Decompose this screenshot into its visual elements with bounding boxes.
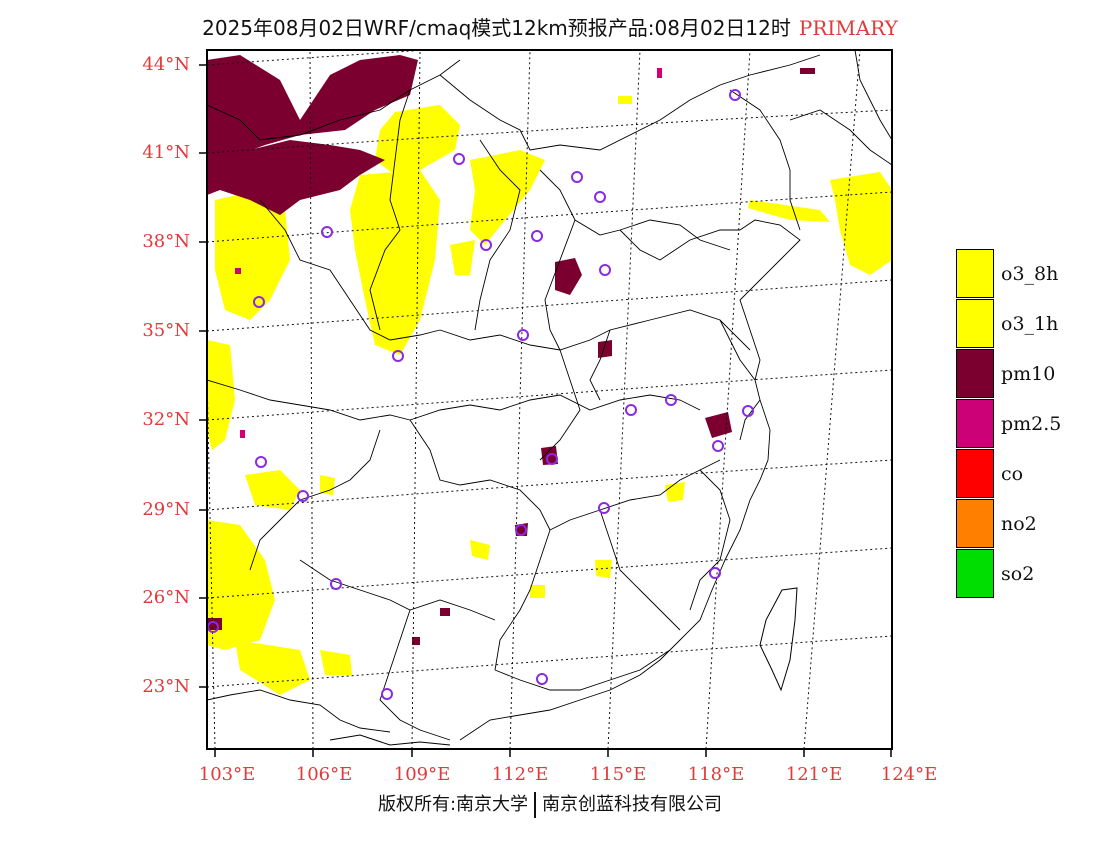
lat-label-38: 38°N bbox=[142, 231, 190, 252]
lon-label-112: 112°E bbox=[491, 764, 549, 785]
footer-separator bbox=[534, 792, 537, 818]
map-frame bbox=[206, 49, 893, 750]
pm10-areas bbox=[207, 55, 815, 645]
title-primary-tag: PRIMARY bbox=[798, 16, 898, 40]
lon-label-115: 115°E bbox=[589, 764, 647, 785]
legend-label: no2 bbox=[1001, 513, 1037, 535]
taiwan-outline bbox=[759, 587, 798, 692]
legend-swatch bbox=[956, 349, 994, 398]
lon-label-103: 103°E bbox=[198, 764, 256, 785]
lat-label-41: 41°N bbox=[142, 142, 190, 163]
lat-label-23: 23°N bbox=[142, 676, 190, 697]
station-markers bbox=[207, 89, 754, 700]
copyright-right: 南京创蓝科技有限公司 bbox=[542, 794, 723, 815]
province-boundaries bbox=[207, 50, 892, 741]
map-title: 2025年08月02日WRF/cmaq模式12km预报产品:08月02日12时 P… bbox=[0, 12, 1100, 41]
lon-label-106: 106°E bbox=[295, 764, 353, 785]
lat-label-32: 32°N bbox=[142, 409, 190, 430]
legend-label: pm10 bbox=[1001, 363, 1056, 385]
pm25-areas bbox=[235, 68, 662, 438]
o3-areas bbox=[207, 96, 892, 695]
legend-swatch bbox=[956, 399, 994, 448]
legend-swatch bbox=[956, 249, 994, 298]
lat-label-35: 35°N bbox=[142, 320, 190, 341]
legend-label: pm2.5 bbox=[1001, 413, 1062, 435]
lat-label-29: 29°N bbox=[142, 499, 190, 520]
legend-label: o3_1h bbox=[1001, 313, 1059, 335]
lat-label-44: 44°N bbox=[142, 54, 190, 75]
legend-label: o3_8h bbox=[1001, 263, 1059, 285]
legend-swatch bbox=[956, 449, 994, 498]
title-main: 2025年08月02日WRF/cmaq模式12km预报产品:08月02日12时 bbox=[202, 16, 791, 40]
southern-coast bbox=[329, 734, 451, 746]
lon-label-118: 118°E bbox=[687, 764, 745, 785]
legend-swatch bbox=[956, 549, 994, 598]
lon-label-124: 124°E bbox=[880, 764, 938, 785]
axis-ticks bbox=[199, 64, 892, 757]
copyright-left: 版权所有:南京大学 bbox=[377, 794, 529, 815]
legend-label: co bbox=[1001, 463, 1024, 485]
lon-label-109: 109°E bbox=[393, 764, 451, 785]
lon-label-121: 121°E bbox=[785, 764, 843, 785]
lat-label-26: 26°N bbox=[142, 587, 190, 608]
copyright-footer: 版权所有:南京大学 南京创蓝科技有限公司 bbox=[0, 790, 1100, 818]
legend-label: so2 bbox=[1001, 563, 1035, 585]
legend-swatch bbox=[956, 499, 994, 548]
legend-swatch bbox=[956, 299, 994, 348]
